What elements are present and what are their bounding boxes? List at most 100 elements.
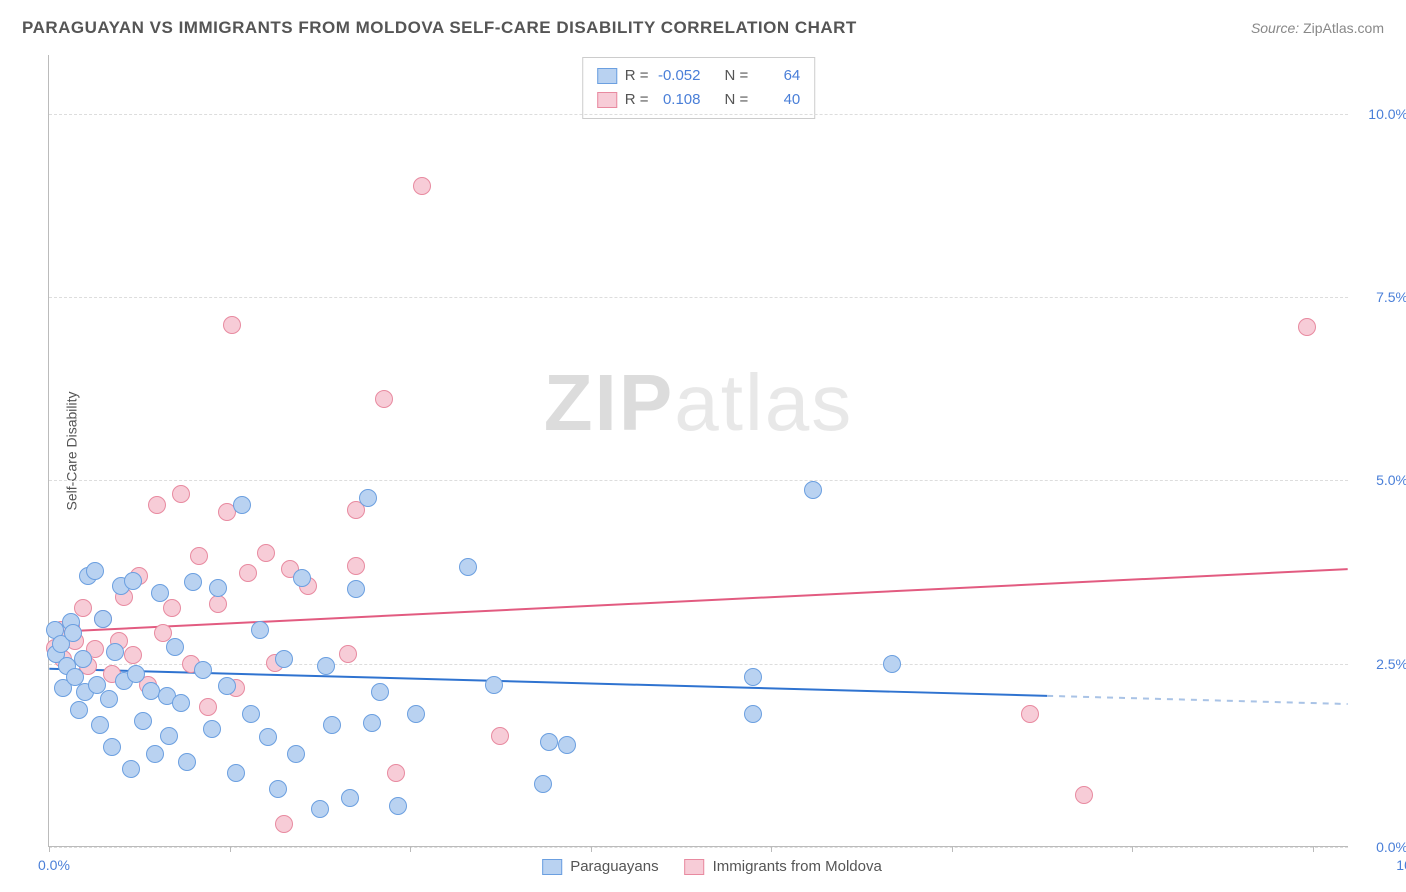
x-tick	[230, 846, 231, 852]
x-tick-min: 0.0%	[38, 857, 70, 873]
data-point	[558, 736, 576, 754]
data-point	[64, 624, 82, 642]
x-tick	[1132, 846, 1133, 852]
data-point	[233, 496, 251, 514]
data-point	[459, 558, 477, 576]
data-point	[269, 780, 287, 798]
n-value-a: 64	[756, 64, 800, 88]
r-value-a: -0.052	[657, 64, 701, 88]
data-point	[199, 698, 217, 716]
data-point	[257, 544, 275, 562]
data-point	[1021, 705, 1039, 723]
data-point	[275, 650, 293, 668]
data-point	[127, 665, 145, 683]
data-point	[194, 661, 212, 679]
scatter-plot: ZIPatlas R = -0.052 N = 64 R = 0.108 N =…	[48, 55, 1348, 847]
r-value-b: 0.108	[657, 88, 701, 112]
x-tick	[49, 846, 50, 852]
swatch-series-b	[597, 92, 617, 108]
legend-label-b: Immigrants from Moldova	[713, 858, 882, 875]
data-point	[209, 579, 227, 597]
data-point	[259, 728, 277, 746]
data-point	[1298, 318, 1316, 336]
source-value: ZipAtlas.com	[1303, 20, 1384, 36]
data-point	[389, 797, 407, 815]
data-point	[339, 645, 357, 663]
r-label: R =	[625, 88, 649, 112]
y-tick-label: 10.0%	[1353, 106, 1406, 122]
data-point	[293, 569, 311, 587]
data-point	[94, 610, 112, 628]
data-point	[744, 668, 762, 686]
n-value-b: 40	[756, 88, 800, 112]
data-point	[341, 789, 359, 807]
data-point	[203, 720, 221, 738]
data-point	[804, 481, 822, 499]
data-point	[317, 657, 335, 675]
gridline	[49, 847, 1348, 848]
n-label: N =	[725, 64, 749, 88]
stats-legend-box: R = -0.052 N = 64 R = 0.108 N = 40	[582, 57, 816, 119]
legend-item-a: Paraguayans	[542, 858, 658, 875]
legend-swatch-b	[685, 859, 705, 875]
y-tick-label: 2.5%	[1353, 656, 1406, 672]
data-point	[347, 557, 365, 575]
data-point	[106, 643, 124, 661]
data-point	[134, 712, 152, 730]
data-point	[163, 599, 181, 617]
y-tick-label: 7.5%	[1353, 289, 1406, 305]
data-point	[218, 677, 236, 695]
data-point	[540, 733, 558, 751]
source-label: Source:	[1251, 20, 1299, 36]
gridline	[49, 297, 1348, 298]
data-point	[209, 595, 227, 613]
series-legend: Paraguayans Immigrants from Moldova	[542, 858, 882, 875]
data-point	[166, 638, 184, 656]
r-label: R =	[625, 64, 649, 88]
data-point	[363, 714, 381, 732]
data-point	[122, 760, 140, 778]
trendline	[1047, 696, 1348, 704]
data-point	[347, 580, 365, 598]
data-point	[151, 584, 169, 602]
data-point	[534, 775, 552, 793]
data-point	[242, 705, 260, 723]
data-point	[485, 676, 503, 694]
chart-title: PARAGUAYAN VS IMMIGRANTS FROM MOLDOVA SE…	[22, 18, 857, 38]
data-point	[883, 655, 901, 673]
data-point	[407, 705, 425, 723]
n-label: N =	[725, 88, 749, 112]
data-point	[1075, 786, 1093, 804]
data-point	[744, 705, 762, 723]
data-point	[103, 738, 121, 756]
gridline	[49, 664, 1348, 665]
x-tick	[1313, 846, 1314, 852]
data-point	[74, 650, 92, 668]
data-point	[172, 485, 190, 503]
data-point	[491, 727, 509, 745]
x-tick	[771, 846, 772, 852]
data-point	[178, 753, 196, 771]
swatch-series-a	[597, 68, 617, 84]
legend-item-b: Immigrants from Moldova	[685, 858, 882, 875]
data-point	[371, 683, 389, 701]
data-point	[413, 177, 431, 195]
data-point	[223, 316, 241, 334]
data-point	[172, 694, 190, 712]
chart-header: PARAGUAYAN VS IMMIGRANTS FROM MOLDOVA SE…	[22, 18, 1384, 38]
data-point	[375, 390, 393, 408]
x-tick-max: 10.0%	[1396, 857, 1406, 873]
data-point	[91, 716, 109, 734]
data-point	[124, 646, 142, 664]
data-point	[359, 489, 377, 507]
data-point	[387, 764, 405, 782]
x-tick	[952, 846, 953, 852]
data-point	[287, 745, 305, 763]
data-point	[146, 745, 164, 763]
legend-label-a: Paraguayans	[570, 858, 658, 875]
watermark: ZIPatlas	[544, 357, 853, 449]
data-point	[124, 572, 142, 590]
x-tick	[591, 846, 592, 852]
data-point	[275, 815, 293, 833]
source-attribution: Source: ZipAtlas.com	[1251, 20, 1384, 36]
